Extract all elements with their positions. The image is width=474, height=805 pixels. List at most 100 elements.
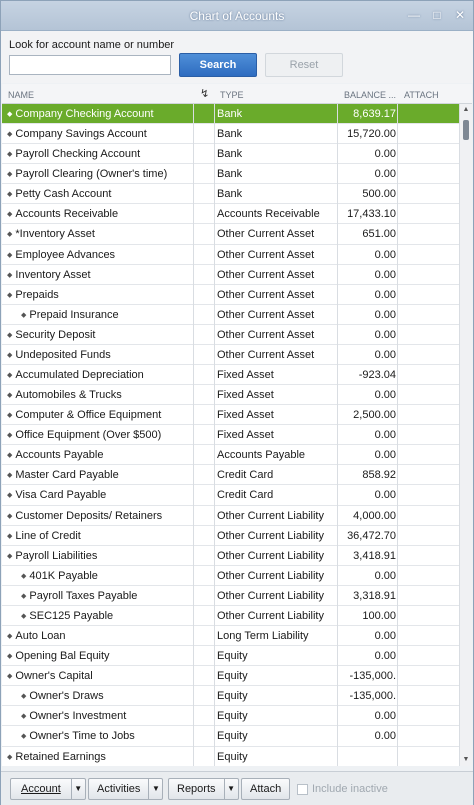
table-row[interactable]: ◆ Undeposited Funds Other Current Asset 0.0… bbox=[2, 345, 459, 366]
column-header-name[interactable]: NAME bbox=[8, 90, 35, 100]
account-balance: 0.00 bbox=[374, 268, 396, 281]
vertical-scrollbar[interactable]: ▲ ▼ bbox=[459, 104, 472, 766]
table-row[interactable]: ◆ Accumulated Depreciation Fixed Asset -923… bbox=[2, 365, 459, 386]
account-name-text: Visa Card Payable bbox=[15, 489, 107, 502]
account-type: Other Current Liability bbox=[217, 509, 324, 522]
account-name-text: Employee Advances bbox=[15, 248, 116, 261]
table-row[interactable]: ◆ Owner's Investment Equity 0.00 bbox=[2, 706, 459, 727]
account-name: ◆ Owner's Time to Jobs bbox=[21, 730, 135, 742]
column-header-type[interactable]: TYPE bbox=[220, 90, 244, 100]
account-name-text: Office Equipment (Over $500) bbox=[15, 429, 162, 442]
account-balance: 17,433.10 bbox=[347, 208, 396, 221]
table-row[interactable]: ◆ Owner's Capital Equity -135,000. bbox=[2, 666, 459, 687]
scroll-down-icon[interactable]: ▼ bbox=[462, 756, 470, 763]
table-row[interactable]: ◆ Petty Cash Account Bank 500.00 bbox=[2, 184, 459, 205]
table-row[interactable]: ◆ Owner's Draws Equity -135,000. bbox=[2, 686, 459, 707]
table-row[interactable]: ◆ *Inventory Asset Other Current Asset 651.… bbox=[2, 224, 459, 245]
minimize-icon[interactable]: — bbox=[408, 8, 420, 22]
scroll-up-icon[interactable]: ▲ bbox=[462, 106, 470, 113]
account-name: ◆ Prepaid Insurance bbox=[21, 309, 119, 321]
table-row[interactable]: ◆ Prepaids Other Current Asset 0.00 bbox=[2, 285, 459, 305]
table-row[interactable]: ◆ Company Checking Account Bank 8,639.17 bbox=[2, 104, 459, 125]
account-type: Other Current Asset bbox=[217, 228, 315, 241]
accounts-table: NAME ↯ TYPE BALANCE ... ATTACH ◆ Company … bbox=[2, 84, 472, 766]
account-type: Accounts Payable bbox=[217, 449, 306, 462]
window-title: Chart of Accounts bbox=[189, 9, 285, 23]
restore-icon[interactable]: □ bbox=[433, 8, 441, 22]
table-row[interactable]: ◆ Accounts Receivable Accounts Receivable 1… bbox=[2, 204, 459, 225]
bullet-icon: ◆ bbox=[7, 171, 13, 179]
table-row[interactable]: ◆ Owner's Time to Jobs Equity 0.00 bbox=[2, 726, 459, 747]
table-row[interactable]: ◆ Inventory Asset Other Current Asset 0.00 bbox=[2, 265, 459, 285]
table-row[interactable]: ◆ Customer Deposits/ Retainers Other Curre… bbox=[2, 506, 459, 526]
table-row[interactable]: ◆ 401K Payable Other Current Liability 0.00 bbox=[2, 566, 459, 586]
table-row[interactable]: ◆ Automobiles & Trucks Fixed Asset 0.00 bbox=[2, 385, 459, 406]
scroll-thumb[interactable] bbox=[463, 120, 469, 140]
table-row[interactable]: ◆ Security Deposit Other Current Asset 0.00 bbox=[2, 325, 459, 345]
account-type: Other Current Asset bbox=[217, 308, 315, 321]
search-button[interactable]: Search bbox=[179, 53, 257, 77]
table-row[interactable]: ◆ Payroll Checking Account Bank 0.00 bbox=[2, 144, 459, 165]
table-row[interactable]: ◆ Payroll Liabilities Other Current Liabil… bbox=[2, 546, 459, 566]
table-row[interactable]: ◆ Visa Card Payable Credit Card 0.00 bbox=[2, 485, 459, 506]
search-input[interactable] bbox=[9, 55, 171, 75]
account-name-text: Computer & Office Equipment bbox=[15, 409, 162, 422]
bullet-icon: ◆ bbox=[7, 512, 13, 520]
account-type: Fixed Asset bbox=[217, 409, 274, 422]
lightning-icon[interactable]: ↯ bbox=[200, 88, 210, 100]
table-row[interactable]: ◆ Line of Credit Other Current Liability 36… bbox=[2, 526, 459, 546]
table-row[interactable]: ◆ SEC125 Payable Other Current Liability 10… bbox=[2, 606, 459, 627]
account-name: ◆ Customer Deposits/ Retainers bbox=[7, 510, 162, 522]
attach-button[interactable]: Attach bbox=[241, 778, 291, 800]
table-row[interactable]: ◆ Payroll Clearing (Owner's time) Bank 0.00 bbox=[2, 164, 459, 185]
account-balance: 0.00 bbox=[374, 288, 396, 301]
reports-menu-button[interactable]: Reports ▼ bbox=[168, 778, 239, 800]
account-balance: 0.00 bbox=[374, 489, 396, 502]
account-balance: 0.00 bbox=[374, 328, 396, 341]
account-balance: 3,418.91 bbox=[353, 549, 396, 562]
bullet-icon: ◆ bbox=[7, 191, 13, 199]
account-name-text: Undeposited Funds bbox=[15, 348, 111, 361]
account-name: ◆ Payroll Taxes Payable bbox=[21, 590, 137, 602]
bullet-icon: ◆ bbox=[7, 392, 13, 400]
table-row[interactable]: ◆ Retained Earnings Equity bbox=[2, 747, 459, 766]
activities-menu-button[interactable]: Activities ▼ bbox=[88, 778, 164, 800]
table-row[interactable]: ◆ Opening Bal Equity Equity 0.00 bbox=[2, 646, 459, 667]
account-balance: 0.00 bbox=[374, 730, 396, 743]
account-name: ◆ Retained Earnings bbox=[7, 751, 106, 763]
table-row[interactable]: ◆ Payroll Taxes Payable Other Current Liab… bbox=[2, 586, 459, 606]
table-row[interactable]: ◆ Auto Loan Long Term Liability 0.00 bbox=[2, 626, 459, 647]
include-inactive-checkbox[interactable] bbox=[297, 784, 308, 795]
account-name-text: 401K Payable bbox=[29, 569, 98, 582]
account-menu-button[interactable]: Account ▼ bbox=[10, 778, 86, 800]
close-icon[interactable]: ✕ bbox=[454, 8, 466, 22]
table-row[interactable]: ◆ Computer & Office Equipment Fixed Asset 2… bbox=[2, 405, 459, 426]
account-name-text: Owner's Draws bbox=[29, 690, 104, 703]
table-row[interactable]: ◆ Master Card Payable Credit Card 858.92 bbox=[2, 465, 459, 486]
activities-label: Activities bbox=[97, 783, 141, 795]
reset-button[interactable]: Reset bbox=[265, 53, 343, 77]
title-bar[interactable]: Chart of Accounts — □ ✕ bbox=[1, 1, 473, 31]
reports-label: Reports bbox=[177, 783, 216, 795]
account-type: Other Current Liability bbox=[217, 589, 324, 602]
table-row[interactable]: ◆ Office Equipment (Over $500) Fixed Asset… bbox=[2, 425, 459, 446]
table-row[interactable]: ◆ Company Savings Account Bank 15,720.00 bbox=[2, 124, 459, 145]
table-row[interactable]: ◆ Employee Advances Other Current Asset 0.0… bbox=[2, 245, 459, 265]
column-header-balance[interactable]: BALANCE ... bbox=[344, 90, 397, 100]
account-balance: 36,472.70 bbox=[347, 529, 396, 542]
account-type: Equity bbox=[217, 670, 248, 683]
account-name-text: *Inventory Asset bbox=[15, 228, 95, 241]
bullet-icon: ◆ bbox=[7, 351, 13, 359]
table-row[interactable]: ◆ Accounts Payable Accounts Payable 0.00 bbox=[2, 445, 459, 466]
account-balance: 0.00 bbox=[374, 650, 396, 663]
column-header-attach[interactable]: ATTACH bbox=[404, 90, 439, 100]
bullet-icon: ◆ bbox=[21, 713, 27, 721]
table-row[interactable]: ◆ Prepaid Insurance Other Current Asset 0.0… bbox=[2, 305, 459, 325]
account-name-text: Line of Credit bbox=[15, 529, 81, 542]
table-header: NAME ↯ TYPE BALANCE ... ATTACH bbox=[2, 84, 472, 104]
account-balance: 100.00 bbox=[362, 609, 396, 622]
bullet-icon: ◆ bbox=[7, 331, 13, 339]
account-balance: 8,639.17 bbox=[353, 108, 396, 120]
account-name: ◆ Accounts Payable bbox=[7, 449, 103, 461]
account-name: ◆ Owner's Draws bbox=[21, 690, 104, 702]
